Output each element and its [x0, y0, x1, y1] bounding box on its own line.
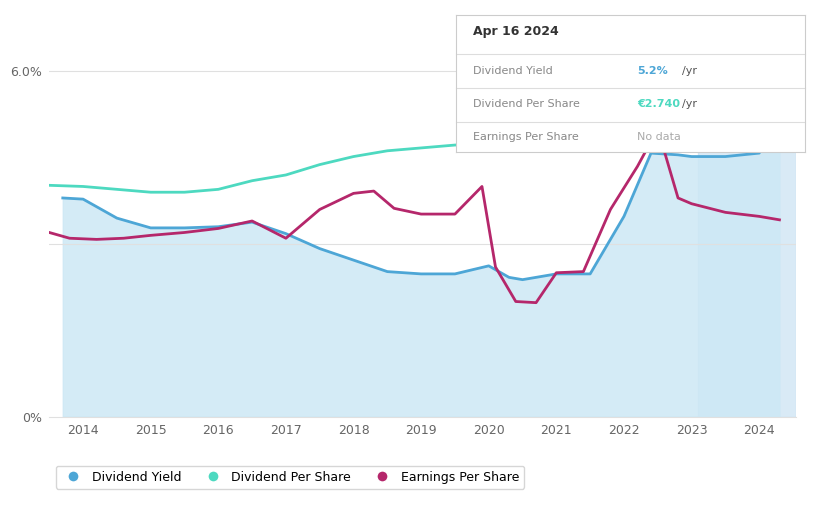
Text: Past: Past — [704, 91, 730, 104]
Text: /yr: /yr — [682, 67, 698, 77]
Text: Dividend Per Share: Dividend Per Share — [473, 100, 580, 109]
Text: 5.2%: 5.2% — [637, 67, 667, 77]
Text: No data: No data — [637, 132, 681, 142]
Text: Earnings Per Share: Earnings Per Share — [473, 132, 579, 142]
Text: Dividend Yield: Dividend Yield — [473, 67, 553, 77]
Bar — [699, 25, 796, 417]
Text: /yr: /yr — [682, 100, 698, 109]
Legend: Dividend Yield, Dividend Per Share, Earnings Per Share: Dividend Yield, Dividend Per Share, Earn… — [56, 465, 525, 489]
Text: €2.740: €2.740 — [637, 100, 680, 109]
Text: Apr 16 2024: Apr 16 2024 — [473, 25, 559, 38]
